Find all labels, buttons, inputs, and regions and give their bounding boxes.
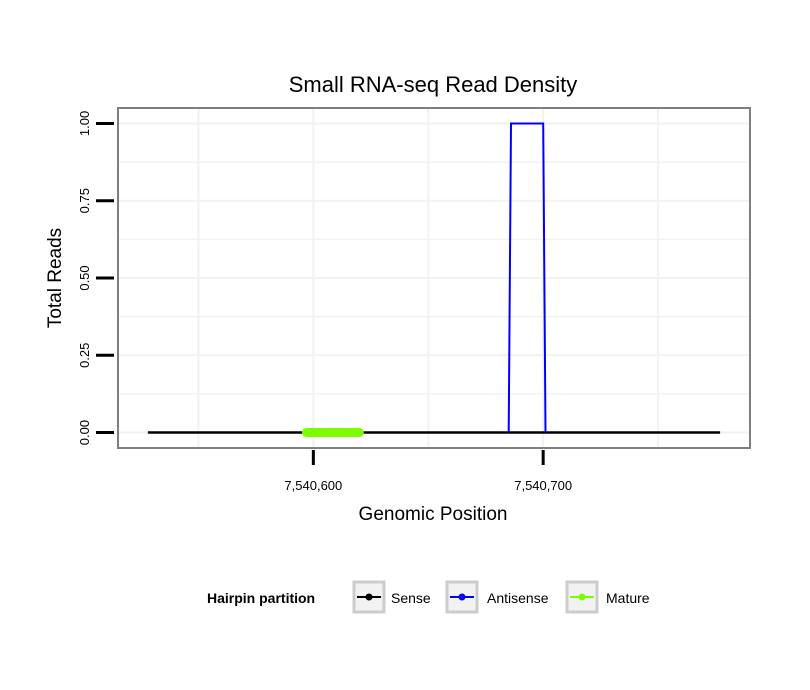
legend-key-point-antisense (458, 593, 466, 601)
x-tick-label: 7,540,700 (514, 478, 572, 493)
grid (118, 108, 750, 448)
chart-title: Small RNA-seq Read Density (289, 72, 578, 97)
y-axis-title: Total Reads (45, 228, 66, 328)
legend-title: Hairpin partition (207, 590, 315, 606)
legend: Hairpin partition Sense Antisense Mature (207, 580, 650, 614)
legend-key-point-mature (578, 593, 586, 601)
y-tick-label: 1.00 (77, 111, 92, 136)
y-tick-label: 0.75 (77, 188, 92, 213)
legend-key-point-sense (365, 593, 373, 601)
legend-label-antisense: Antisense (487, 590, 549, 606)
axes: 0.00 0.25 0.50 0.75 1.00 7,540,600 7,540,700 (77, 111, 572, 493)
y-tick-label: 0.00 (77, 420, 92, 445)
legend-label-sense: Sense (391, 590, 431, 606)
series-layer (147, 122, 721, 437)
x-axis-title: Genomic Position (359, 504, 508, 525)
plot-panel-border (117, 107, 751, 449)
x-tick-label: 7,540,600 (284, 478, 342, 493)
series-line-antisense (507, 122, 547, 433)
y-tick-label: 0.50 (77, 265, 92, 290)
y-tick-label: 0.25 (77, 343, 92, 368)
legend-label-mature: Mature (606, 590, 650, 606)
